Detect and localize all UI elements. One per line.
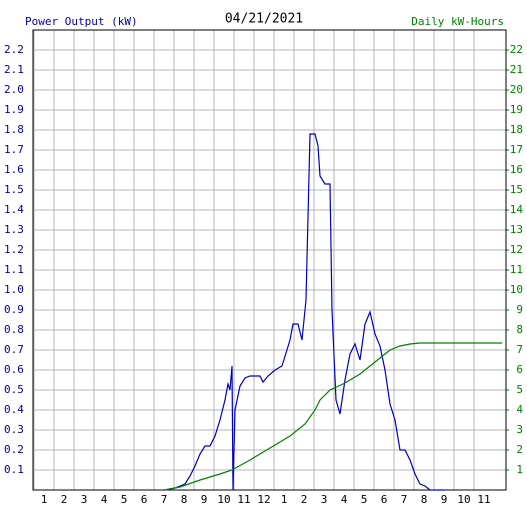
x-tick-label: 10 — [457, 493, 470, 506]
y2-tick-label: 18 — [510, 123, 523, 136]
y-tick-label: 0.2 — [4, 443, 24, 456]
y2-tick-label: 1 — [516, 463, 523, 476]
series-line — [164, 342, 502, 491]
y-tick-label: 1.0 — [4, 283, 24, 296]
y-tick-label: 1.5 — [4, 183, 24, 196]
x-tick-label: 10 — [217, 493, 230, 506]
x-tick-label: 3 — [81, 493, 88, 506]
x-tick-label: 1 — [281, 493, 288, 506]
y2-tick-label: 4 — [516, 403, 523, 416]
y2-tick-label: 19 — [510, 103, 523, 116]
x-tick-label: 2 — [61, 493, 68, 506]
x-tick-label: 6 — [141, 493, 148, 506]
x-tick-label: 5 — [121, 493, 128, 506]
y-tick-label: 1.3 — [4, 223, 24, 236]
y-tick-label: 0.8 — [4, 323, 24, 336]
y-tick-label: 1.8 — [4, 123, 24, 136]
x-tick-label: 3 — [321, 493, 328, 506]
y2-axis-title: Daily kW-Hours — [411, 15, 504, 28]
y2-tick-label: 15 — [510, 183, 523, 196]
y2-tick-label: 16 — [510, 163, 523, 176]
x-tick-label: 8 — [421, 493, 428, 506]
x-tick-label: 12 — [257, 493, 270, 506]
y-tick-label: 0.3 — [4, 423, 24, 436]
y2-tick-label: 10 — [510, 283, 523, 296]
y-tick-label: 0.6 — [4, 363, 24, 376]
x-tick-label: 9 — [441, 493, 448, 506]
y2-tick-label: 12 — [510, 243, 523, 256]
y-tick-label: 2.2 — [4, 43, 24, 56]
x-tick-label: 11 — [477, 493, 490, 506]
x-tick-label: 6 — [381, 493, 388, 506]
y-tick-label: 2.1 — [4, 63, 24, 76]
y-tick-label: 1.7 — [4, 143, 24, 156]
x-tick-label: 11 — [237, 493, 250, 506]
x-tick-label: 7 — [161, 493, 168, 506]
y-tick-label: 0.1 — [4, 463, 24, 476]
y2-tick-label: 9 — [516, 303, 523, 316]
y2-tick-label: 6 — [516, 363, 523, 376]
y2-tick-label: 8 — [516, 323, 523, 336]
y-tick-label: 0.7 — [4, 343, 24, 356]
y-tick-label: 1.6 — [4, 163, 24, 176]
y2-tick-label: 17 — [510, 143, 523, 156]
y2-tick-label: 2 — [516, 443, 523, 456]
y2-tick-label: 11 — [510, 263, 523, 276]
x-tick-label: 9 — [201, 493, 208, 506]
chart-title: 04/21/2021 — [225, 12, 303, 27]
x-tick-label: 1 — [41, 493, 48, 506]
series-line — [163, 133, 445, 491]
y-tick-label: 0.5 — [4, 383, 24, 396]
x-tick-label: 7 — [401, 493, 408, 506]
y-tick-label: 1.4 — [4, 203, 24, 216]
y-tick-label: 1.1 — [4, 263, 24, 276]
y2-tick-label: 21 — [510, 63, 523, 76]
plot-frame — [32, 29, 507, 491]
x-tick-label: 4 — [341, 493, 348, 506]
y2-tick-label: 22 — [510, 43, 523, 56]
y-tick-label: 0.9 — [4, 303, 24, 316]
y-tick-label: 2.0 — [4, 83, 24, 96]
y2-tick-label: 5 — [516, 383, 523, 396]
y-tick-label: 0.4 — [4, 403, 24, 416]
y-axis-title: Power Output (kW) — [25, 15, 138, 28]
x-tick-label: 5 — [361, 493, 368, 506]
x-tick-label: 4 — [101, 493, 108, 506]
y2-tick-label: 13 — [510, 223, 523, 236]
y2-tick-label: 3 — [516, 423, 523, 436]
x-tick-label: 8 — [181, 493, 188, 506]
y2-tick-label: 14 — [510, 203, 524, 216]
y2-tick-label: 20 — [510, 83, 523, 96]
y-tick-label: 1.9 — [4, 103, 24, 116]
x-tick-label: 2 — [301, 493, 308, 506]
y-tick-label: 1.2 — [4, 243, 24, 256]
y2-tick-label: 7 — [516, 343, 523, 356]
